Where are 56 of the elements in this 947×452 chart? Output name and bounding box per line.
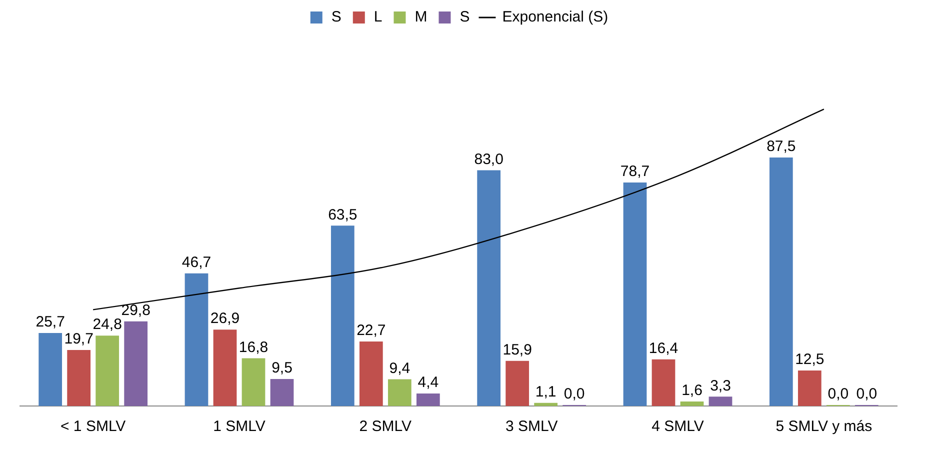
data-label: 87,5 <box>766 138 796 156</box>
data-label: 4,4 <box>418 374 439 392</box>
x-tick-label: 1 SMLV <box>213 418 266 436</box>
data-label: 46,7 <box>182 254 212 272</box>
bar <box>184 273 208 406</box>
data-label: 29,8 <box>121 302 150 320</box>
data-label: 16,8 <box>238 338 268 356</box>
bar <box>416 394 440 406</box>
legend-label: Exponencial (S) <box>502 8 608 26</box>
data-label: 1,1 <box>535 384 556 401</box>
bar <box>213 330 237 406</box>
data-label: 3,3 <box>710 377 731 394</box>
x-tick-label: 5 SMLV y más <box>776 418 872 436</box>
bar <box>124 321 148 406</box>
x-tick-label: < 1 SMLV <box>60 418 126 436</box>
x-tick-label: 2 SMLV <box>359 418 412 436</box>
data-label: 12,5 <box>795 351 824 368</box>
bar <box>67 350 91 406</box>
data-label: 26,9 <box>210 310 240 328</box>
bar <box>242 358 266 406</box>
data-label: 0,0 <box>828 386 849 403</box>
data-label: 25,7 <box>36 314 65 331</box>
data-label: 1,6 <box>682 382 702 400</box>
bar <box>623 182 647 406</box>
data-label: 9,4 <box>389 360 410 377</box>
x-tick-label: 4 SMLV <box>652 418 704 436</box>
data-label: 78,7 <box>620 163 650 180</box>
bar <box>330 226 354 406</box>
bar <box>798 370 822 406</box>
bar <box>708 396 732 406</box>
data-label: 0,0 <box>564 386 585 403</box>
data-label: 83,0 <box>474 150 504 168</box>
data-label: 0,0 <box>856 386 878 403</box>
legend-label: M <box>414 8 428 26</box>
bar <box>680 401 704 406</box>
bar <box>477 170 501 406</box>
data-label: 19,7 <box>64 330 94 348</box>
legend-label: S <box>331 8 342 26</box>
bar <box>769 157 793 406</box>
data-label: 63,5 <box>328 206 358 224</box>
bar <box>359 342 383 406</box>
bar <box>652 359 676 406</box>
data-label: 16,4 <box>648 340 678 358</box>
bar <box>388 379 412 406</box>
bar <box>96 336 120 406</box>
bar <box>270 379 294 406</box>
data-label: 15,9 <box>502 341 532 358</box>
bar <box>506 360 530 406</box>
bar <box>534 402 558 406</box>
data-label: 9,5 <box>272 360 292 377</box>
x-tick-label: 3 SMLV <box>505 418 558 436</box>
data-label: 24,8 <box>92 316 122 334</box>
data-label: 22,7 <box>356 322 386 340</box>
legend-label: L <box>374 8 382 26</box>
bar <box>38 333 62 406</box>
legend-label: S <box>460 8 470 26</box>
